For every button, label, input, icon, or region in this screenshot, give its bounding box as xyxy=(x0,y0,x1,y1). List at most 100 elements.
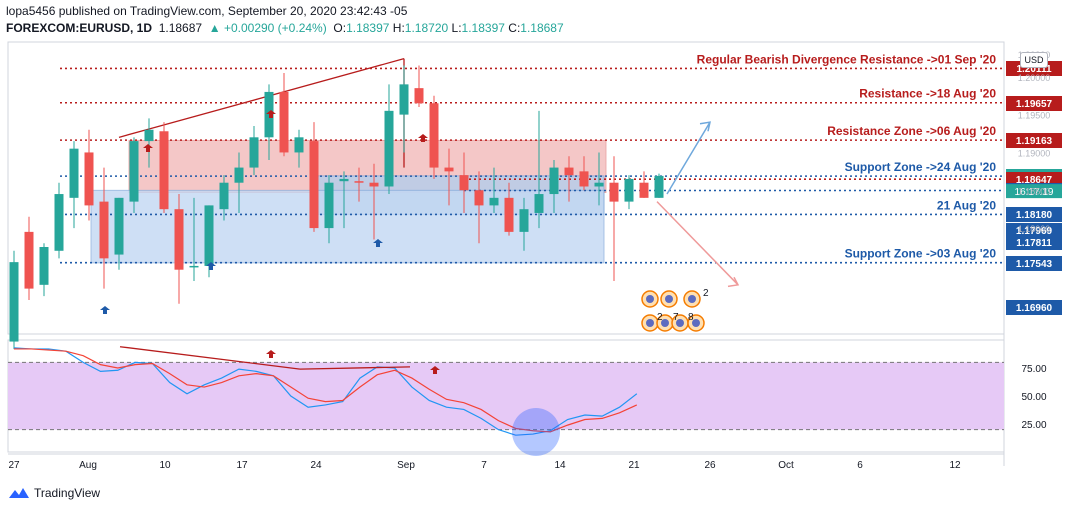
event-flag-icon-inner xyxy=(676,319,684,327)
candle-body xyxy=(114,197,124,255)
time-axis-label-17: 17 xyxy=(236,460,248,471)
price-axis-box-1.19163 xyxy=(1006,133,1062,148)
event-flag-icon-inner xyxy=(688,295,696,303)
bullish-projection-arrow xyxy=(666,121,711,195)
candle-body xyxy=(549,167,559,195)
candle-body xyxy=(99,201,109,259)
price-axis-label-1.17543: 1.17543 xyxy=(1016,259,1053,270)
rsi-tick-25.00: 25.00 xyxy=(1021,420,1046,431)
rsi-series-line-1 xyxy=(14,348,638,433)
price-tick-1.18000: 1.18000 xyxy=(1018,224,1051,234)
symbol-name: FOREXCOM:EURUSD, 1D xyxy=(6,21,153,35)
close-label: C: xyxy=(508,21,521,35)
price-tick-1.18500: 1.18500 xyxy=(1018,186,1051,196)
price-axis-box-1.17969 xyxy=(1006,223,1062,238)
low-label: L: xyxy=(451,21,462,35)
high-value: 1.18720 xyxy=(404,21,449,35)
countdown-label: 16:17:19 xyxy=(1015,187,1054,198)
time-axis-label-21: 21 xyxy=(628,460,640,471)
candle-body xyxy=(594,182,604,187)
currency-badge[interactable]: USD xyxy=(1020,52,1048,68)
publisher-line: lopa5456 published on TradingView.com, S… xyxy=(6,4,408,18)
level-annotation-1.20111: Regular Bearish Divergence Resistance ->… xyxy=(697,52,997,66)
candle-body xyxy=(84,152,94,206)
level-annotation-1.17543: Support Zone ->03 Aug '20 xyxy=(845,247,997,261)
time-axis-label-14: 14 xyxy=(554,460,566,471)
bearish-marker-icon xyxy=(418,134,428,142)
chart-header: lopa5456 published on TradingView.com, S… xyxy=(6,4,1006,36)
event-flag-icon-inner xyxy=(665,295,673,303)
candle-body xyxy=(579,171,589,187)
candle-body xyxy=(609,182,619,202)
time-axis-label-24: 24 xyxy=(310,460,322,471)
level-annotation-1.19163: Resistance Zone ->06 Aug '20 xyxy=(827,124,996,138)
candle-body xyxy=(129,141,139,202)
bearish-divergence-line xyxy=(118,58,405,138)
bearish-projection-arrow xyxy=(656,201,740,288)
price-axis-box-1.17811 xyxy=(1006,235,1062,250)
price-axis-label-1.20111: 1.20111 xyxy=(1016,64,1051,75)
price-axis-box-1.19657 xyxy=(1006,96,1062,111)
candle-body xyxy=(474,190,484,206)
candle-body xyxy=(54,194,64,251)
price-axis-label-1.18180: 1.18180 xyxy=(1016,210,1053,221)
candle-body xyxy=(339,178,349,182)
rsi-series-line-0 xyxy=(13,347,638,436)
time-axis-label-Sep: Sep xyxy=(397,460,415,471)
low-value: 1.18397 xyxy=(461,21,505,35)
footer-brand[interactable]: TradingView xyxy=(8,486,100,500)
level-annotation-1.19657: Resistance ->18 Aug '20 xyxy=(859,87,996,101)
rsi-tick-75.00: 75.00 xyxy=(1021,364,1046,375)
event-count-label: 2 xyxy=(657,312,663,323)
time-axis-label-Oct: Oct xyxy=(778,460,794,471)
candle-body xyxy=(504,197,514,232)
rsi-band xyxy=(8,362,1004,430)
event-flag-icon-inner xyxy=(692,319,700,327)
candle-body xyxy=(324,182,334,229)
bearish-marker-icon xyxy=(266,350,276,358)
rsi-divergence-line xyxy=(119,346,301,370)
candle-body xyxy=(429,103,439,168)
candle-body xyxy=(519,209,529,232)
candle-body xyxy=(369,182,379,187)
price-axis-box-1.16960 xyxy=(1006,300,1062,315)
time-axis-label-26: 26 xyxy=(704,460,716,471)
open-value: 1.18397 xyxy=(346,21,390,35)
price-change: ▲ +0.00290 (+0.24%) xyxy=(208,21,327,35)
time-axis-label-7: 7 xyxy=(481,460,487,471)
event-count-label: 2 xyxy=(703,288,709,299)
price-axis-label-1.18647: 1.18647 xyxy=(1016,175,1053,186)
open-label: O: xyxy=(333,21,347,35)
footer-brand-label: TradingView xyxy=(34,486,101,500)
bullish-marker-icon xyxy=(373,239,383,247)
time-axis-label-6: 6 xyxy=(857,460,863,471)
tradingview-logo-icon xyxy=(9,488,29,498)
price-axis-label-1.16960: 1.16960 xyxy=(1016,303,1053,314)
candle-body xyxy=(24,231,34,289)
candle-body xyxy=(489,197,499,206)
level-annotation-1.18687: Support Zone ->24 Aug '20 xyxy=(845,160,997,174)
event-flag-icon-inner xyxy=(646,295,654,303)
candle-body xyxy=(534,194,544,213)
candle-body xyxy=(414,88,424,104)
bullish-marker-icon xyxy=(206,262,216,270)
candle-body xyxy=(639,182,649,198)
candle-body xyxy=(459,175,469,191)
candle-body xyxy=(354,181,364,183)
countdown-box xyxy=(1006,184,1062,199)
price-tick-1.19000: 1.19000 xyxy=(1018,148,1051,158)
time-axis-label-27: 27 xyxy=(8,460,20,471)
candle-body xyxy=(9,262,19,342)
candle-body xyxy=(654,175,664,198)
candle-body xyxy=(564,167,574,176)
event-flag-icon-inner xyxy=(661,319,669,327)
candle-body xyxy=(399,84,409,115)
high-label: H: xyxy=(392,21,405,35)
time-axis-label-12: 12 xyxy=(949,460,961,471)
bearish-marker-icon xyxy=(143,144,153,152)
candle-body xyxy=(174,209,184,270)
symbol-line: FOREXCOM:EURUSD, 1D 1.18687 ▲ +0.00290 (… xyxy=(6,21,1006,36)
candle-body xyxy=(39,247,49,285)
candle-body xyxy=(309,141,319,229)
